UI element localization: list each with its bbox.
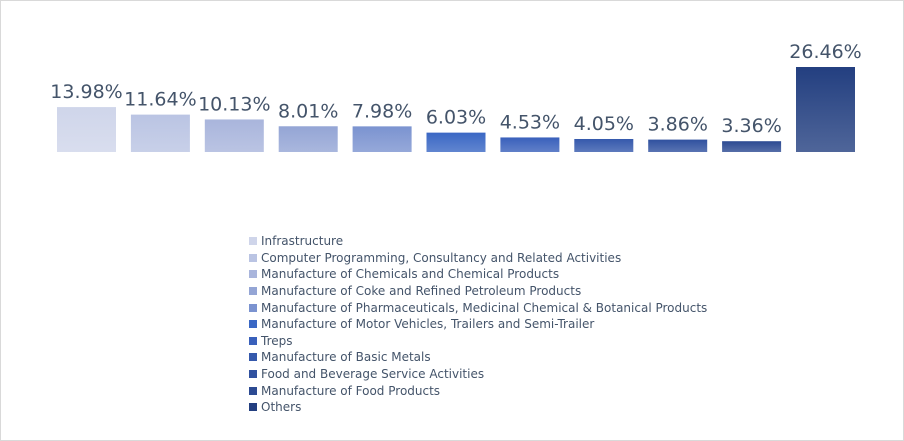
- bar: [796, 67, 855, 152]
- legend-swatch: [249, 320, 257, 329]
- legend-item: Manufacture of Coke and Refined Petroleu…: [249, 283, 707, 300]
- legend-label: Others: [261, 400, 302, 415]
- data-label: 3.36%: [721, 115, 781, 137]
- legend-swatch: [249, 403, 257, 412]
- legend-swatch: [249, 353, 257, 362]
- legend-swatch: [249, 253, 257, 262]
- legend-item: Manufacture of Pharmaceuticals, Medicina…: [249, 299, 707, 316]
- legend-item: Manufacture of Chemicals and Chemical Pr…: [249, 266, 707, 283]
- legend-swatch: [249, 336, 257, 345]
- bar: [352, 126, 412, 152]
- legend-label: Manufacture of Pharmaceuticals, Medicina…: [261, 300, 708, 315]
- legend-swatch: [249, 270, 257, 279]
- bar: [648, 139, 708, 152]
- legend-label: Manufacture of Chemicals and Chemical Pr…: [261, 267, 560, 282]
- data-label: 3.86%: [648, 114, 708, 136]
- data-label: 7.98%: [352, 100, 412, 122]
- data-label: 26.46%: [789, 41, 861, 63]
- legend-label: Manufacture of Basic Metals: [261, 350, 431, 365]
- legend-item: Manufacture of Basic Metals: [249, 349, 707, 366]
- data-label: 8.01%: [278, 100, 338, 122]
- legend-label: Manufacture of Coke and Refined Petroleu…: [261, 284, 582, 299]
- data-label: 11.64%: [124, 89, 196, 111]
- bar: [278, 126, 338, 152]
- legend-label: Computer Programming, Consultancy and Re…: [261, 250, 622, 265]
- bar: [204, 119, 264, 152]
- legend-label: Treps: [261, 333, 293, 348]
- legend-label: Manufacture of Food Products: [261, 383, 441, 398]
- legend-swatch: [249, 237, 257, 246]
- bar: [57, 107, 116, 152]
- bar: [426, 132, 486, 152]
- legend-item: Manufacture of Food Products: [249, 382, 707, 399]
- legend-label: Manufacture of Motor Vehicles, Trailers …: [261, 317, 595, 332]
- legend-item: Food and Beverage Service Activities: [249, 366, 707, 383]
- legend: Infrastructure Computer Programming, Cons…: [249, 233, 707, 416]
- legend-swatch: [249, 303, 257, 312]
- legend-swatch: [249, 386, 257, 395]
- legend-item: Infrastructure: [249, 233, 707, 250]
- data-label: 6.03%: [426, 107, 486, 129]
- legend-item: Manufacture of Motor Vehicles, Trailers …: [249, 316, 707, 333]
- bar: [574, 138, 634, 152]
- data-label: 4.53%: [500, 111, 560, 133]
- data-label: 10.13%: [198, 93, 270, 115]
- data-label: 4.05%: [574, 113, 634, 135]
- legend-swatch: [249, 287, 257, 296]
- legend-item: Computer Programming, Consultancy and Re…: [249, 250, 707, 267]
- data-label: 13.98%: [50, 81, 122, 103]
- bar: [130, 114, 190, 152]
- legend-item: Others: [249, 399, 707, 416]
- bar: [722, 141, 782, 152]
- bar: [500, 137, 560, 152]
- legend-label: Food and Beverage Service Activities: [261, 367, 485, 382]
- legend-label: Infrastructure: [261, 234, 344, 249]
- legend-swatch: [249, 370, 257, 379]
- legend-item: Treps: [249, 333, 707, 350]
